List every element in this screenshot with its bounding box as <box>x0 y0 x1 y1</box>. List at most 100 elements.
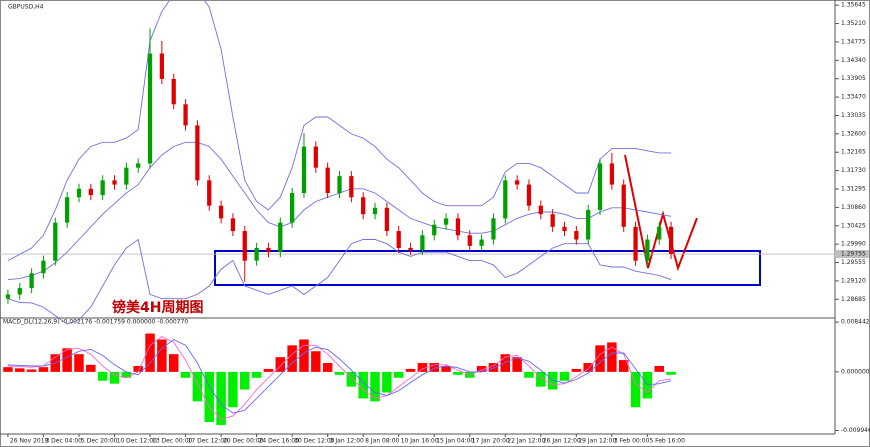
macd-bar <box>275 357 286 372</box>
y-tick-label: 1.29120 <box>841 277 866 284</box>
candle-body <box>147 53 153 164</box>
x-tick-label: 5 Dec 20:00 <box>81 438 118 445</box>
y-tick-label: 1.30425 <box>841 222 866 229</box>
candle-body <box>408 247 413 251</box>
macd-bar <box>358 371 368 399</box>
macd-bar <box>287 345 297 372</box>
macd-bar <box>251 371 262 378</box>
candle-body <box>41 260 46 274</box>
candle-body <box>479 239 484 246</box>
current-price-tag <box>835 250 869 259</box>
x-tick-label: 24 Dec 16:00 <box>259 438 300 445</box>
y-tick-label: 1.30860 <box>841 204 866 211</box>
y-tick-label: 1.33035 <box>841 112 866 119</box>
x-tick-label: 5 Feb 16:00 <box>649 438 685 445</box>
macd-bar <box>512 357 522 372</box>
candle-body <box>53 222 58 261</box>
candle-body <box>65 197 70 223</box>
macd-bar <box>3 367 13 372</box>
macd-bar <box>62 348 72 372</box>
macd-bar <box>583 363 593 372</box>
candle-body <box>491 218 496 240</box>
x-tick-label: 20 Dec 00:00 <box>223 438 264 445</box>
x-tick-label: 17 Jan 20:00 <box>472 438 510 445</box>
macd-bar <box>26 369 37 372</box>
bollinger-upper <box>7 0 672 261</box>
macd-label: MACD_DL(12,26,9) -0.002176 -0.001759 0.0… <box>3 319 188 326</box>
macd-bar <box>97 371 108 381</box>
candle-body <box>136 163 141 168</box>
macd-bar <box>630 371 641 408</box>
candle-body <box>515 180 520 185</box>
candle-body <box>372 207 378 215</box>
y-tick-label: 1.32600 <box>841 130 866 137</box>
candle-body <box>432 224 437 236</box>
macd-bar <box>559 371 570 381</box>
y-tick-label: 1.31295 <box>841 186 866 193</box>
candle-body <box>550 214 555 227</box>
y-tick-label: 1.32165 <box>841 149 866 156</box>
macd-bar <box>607 342 617 372</box>
macd-bar <box>405 368 416 372</box>
y-tick-label: 1.34775 <box>841 38 866 45</box>
macd-bar <box>180 371 191 378</box>
macd-bar <box>334 371 345 375</box>
macd-bar <box>121 371 132 378</box>
x-tick-label: 26 Jan 12:00 <box>543 438 581 445</box>
x-tick-label: 10 Dec 12:00 <box>117 438 158 445</box>
candle-body <box>17 288 22 295</box>
candle-body <box>100 180 105 196</box>
macd-bar <box>393 371 404 378</box>
x-tick-label: 8 Jan 08:00 <box>365 438 399 445</box>
chart-title: GBPUSD,H4 <box>8 4 44 11</box>
macd-bar <box>571 368 582 372</box>
macd-bar <box>547 371 558 390</box>
macd-bar <box>476 365 487 372</box>
macd-bar <box>311 351 321 372</box>
candle-body <box>242 231 247 261</box>
range-box <box>214 250 761 286</box>
candle-body <box>218 205 224 219</box>
y-tick-label: -0.009946 <box>841 427 870 434</box>
candle-body <box>207 180 212 206</box>
macd-bar <box>595 345 605 372</box>
candle-body <box>88 188 93 196</box>
macd-bar <box>157 339 167 372</box>
candle-body <box>657 226 662 240</box>
macd-bar <box>15 368 25 372</box>
x-tick-label: 15 Jan 04:00 <box>436 438 474 445</box>
candle-body <box>538 205 543 215</box>
macd-bar <box>322 363 333 372</box>
macd-bar <box>204 371 214 422</box>
current-price-label: 1.29755 <box>841 251 866 258</box>
macd-bar <box>133 365 143 372</box>
candle-body <box>230 218 236 232</box>
y-tick-label: 0.008442 <box>841 319 870 326</box>
y-tick-label: 1.33905 <box>841 75 866 82</box>
macd-bar <box>263 368 274 372</box>
candle-body <box>384 207 389 232</box>
macd-bar <box>666 371 676 375</box>
candle-body <box>325 167 330 194</box>
macd-bar <box>524 371 534 378</box>
annotation: 镑美4H周期图 <box>112 299 203 316</box>
candle-body <box>361 197 366 215</box>
x-tick-label: 26 Nov 2019 <box>10 438 49 445</box>
bollinger-lower <box>7 238 672 325</box>
macd-bar <box>453 371 463 375</box>
candle-body <box>526 184 532 206</box>
candle-body <box>5 294 11 299</box>
y-tick-label: 1.28685 <box>841 296 866 303</box>
macd-bar <box>429 363 439 372</box>
candle-body <box>443 218 449 225</box>
candle-body <box>586 209 591 240</box>
candle-body <box>668 226 674 254</box>
y-tick-label: 1.35645 <box>841 2 866 9</box>
x-tick-label: 22 Jan 12:00 <box>507 438 545 445</box>
macd-bar <box>74 354 84 372</box>
macd-bar <box>168 354 179 372</box>
candle-body <box>171 78 176 105</box>
macd-bar <box>145 333 155 372</box>
